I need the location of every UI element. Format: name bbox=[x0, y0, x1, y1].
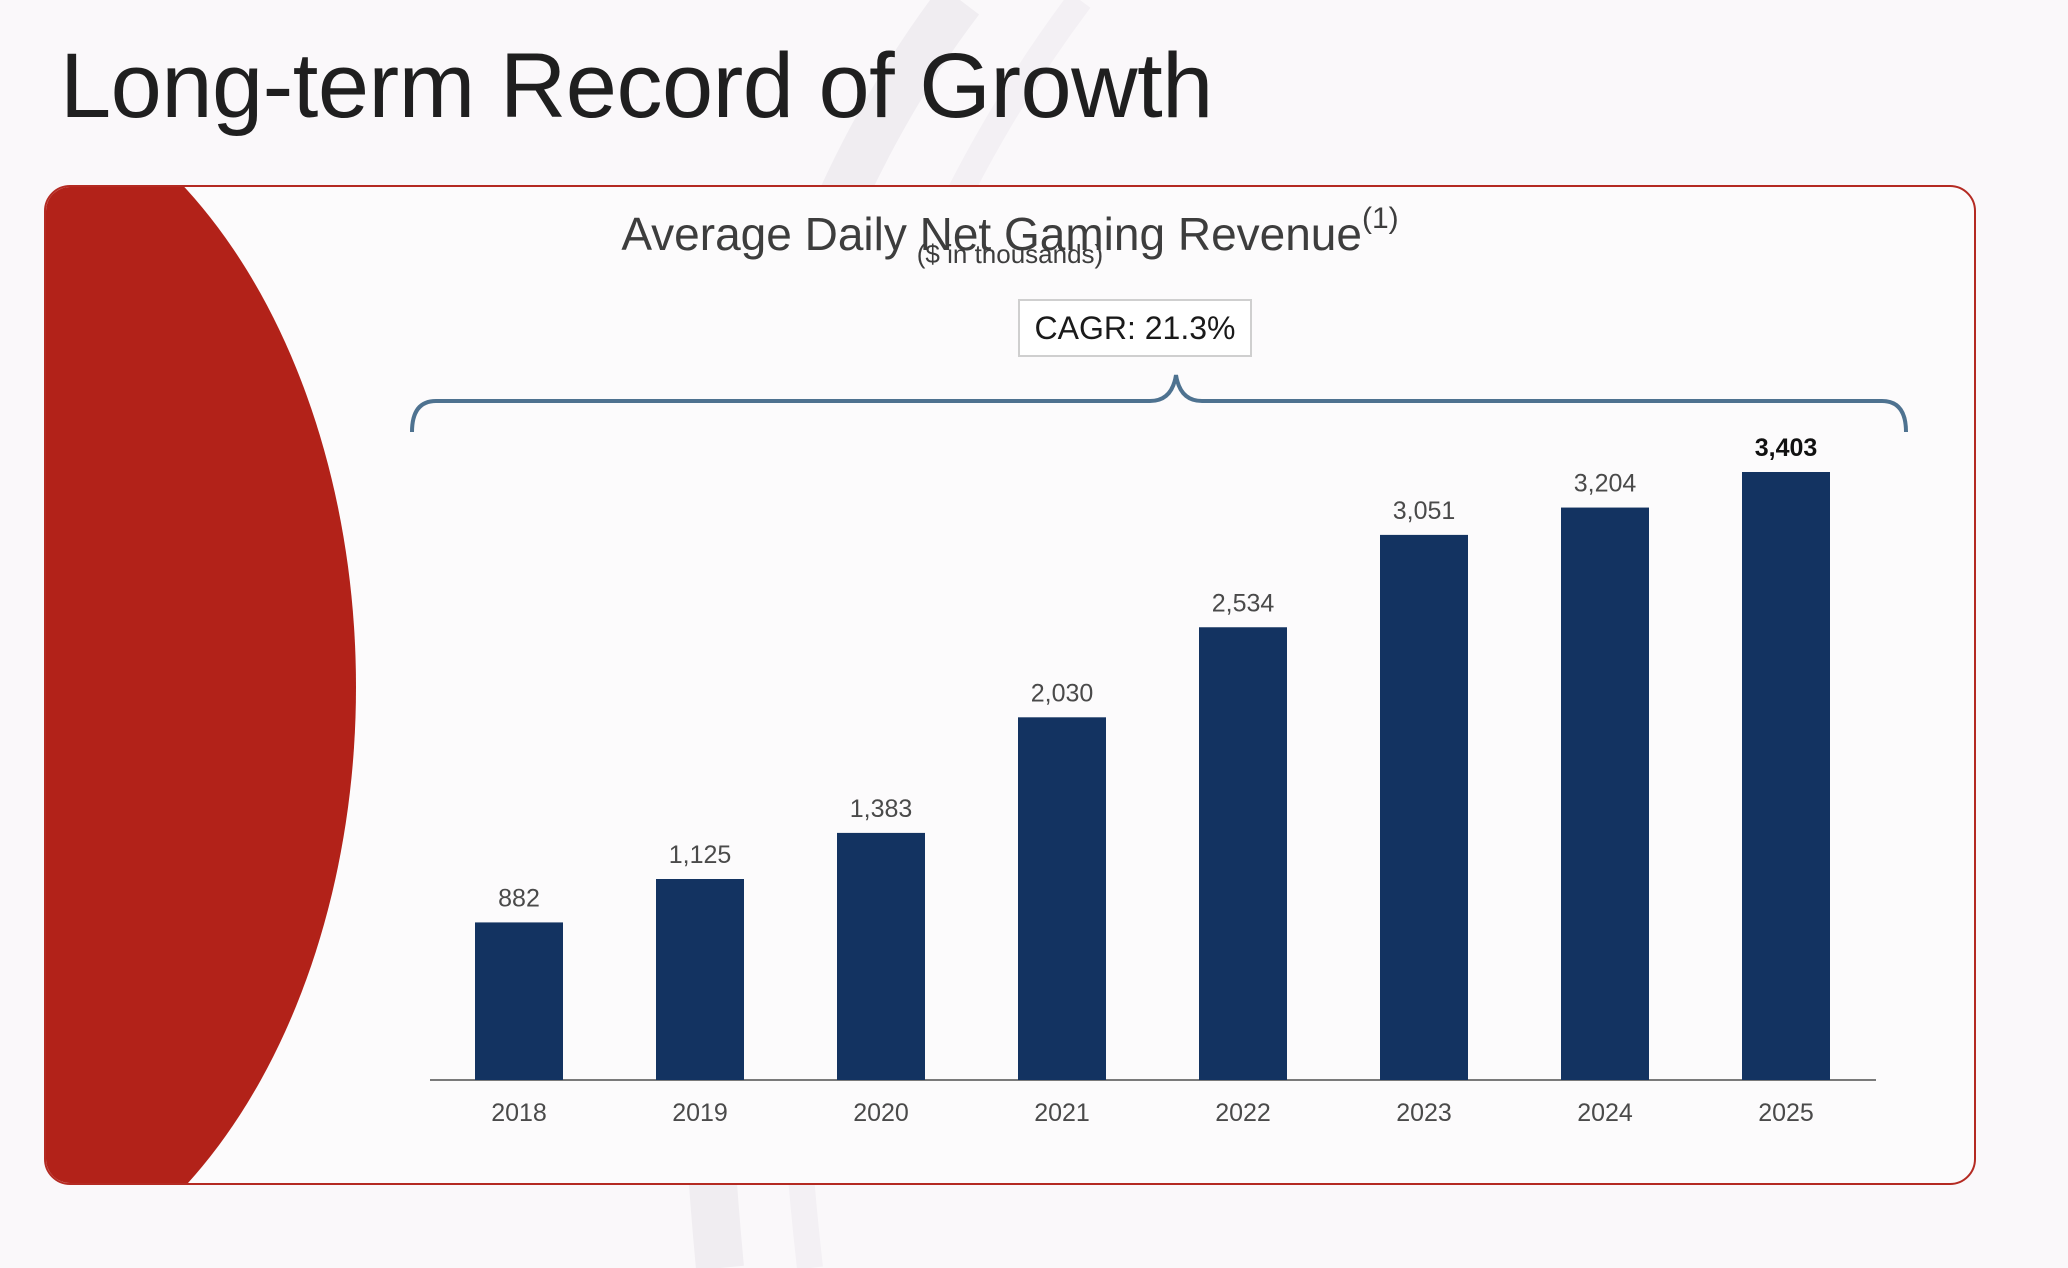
bar-2020 bbox=[837, 832, 925, 1080]
bar-2025 bbox=[1742, 472, 1830, 1080]
cagr-bracket bbox=[410, 374, 1908, 433]
value-label-2020: 1,383 bbox=[850, 795, 913, 823]
chart-panel: Average Daily Net Gaming Revenue(1) ($ i… bbox=[44, 185, 1976, 1185]
bar-chart: 882 2018 1,125 2019 1,383 2020 2,030 2021 2,534 2… bbox=[410, 374, 1908, 1127]
x-tick-label-2019: 2019 bbox=[672, 1099, 728, 1127]
chart-title: Average Daily Net Gaming Revenue(1) bbox=[46, 202, 1974, 261]
value-label-2024: 3,204 bbox=[1574, 470, 1637, 498]
x-tick-label-2018: 2018 bbox=[491, 1099, 547, 1127]
chart-title-text: Average Daily Net Gaming Revenue bbox=[621, 208, 1362, 260]
bar-2024 bbox=[1561, 507, 1649, 1080]
bar-2018 bbox=[475, 922, 563, 1080]
value-label-2018: 882 bbox=[498, 884, 540, 912]
x-tick-label-2022: 2022 bbox=[1215, 1099, 1271, 1127]
bar-2022 bbox=[1199, 627, 1287, 1080]
value-label-2025: 3,403 bbox=[1755, 434, 1818, 462]
x-tick-label-2021: 2021 bbox=[1034, 1099, 1090, 1127]
cagr-annotation: CAGR: 21.3% bbox=[1018, 299, 1252, 357]
x-tick-label-2024: 2024 bbox=[1577, 1099, 1633, 1127]
chart-title-footnote: (1) bbox=[1361, 202, 1399, 235]
value-label-2023: 3,051 bbox=[1393, 497, 1456, 525]
x-tick-label-2020: 2020 bbox=[853, 1099, 909, 1127]
value-label-2021: 2,030 bbox=[1031, 679, 1094, 707]
bar-2019 bbox=[656, 879, 744, 1080]
bar-2021 bbox=[1018, 717, 1106, 1080]
x-tick-label-2023: 2023 bbox=[1396, 1099, 1452, 1127]
chart-subtitle: ($ in thousands) bbox=[916, 239, 1104, 269]
bar-2023 bbox=[1380, 534, 1468, 1080]
value-label-2022: 2,534 bbox=[1212, 589, 1275, 617]
x-tick-label-2025: 2025 bbox=[1758, 1099, 1814, 1127]
value-label-2019: 1,125 bbox=[669, 841, 732, 869]
page-title: Long-term Record of Growth bbox=[60, 35, 1213, 137]
